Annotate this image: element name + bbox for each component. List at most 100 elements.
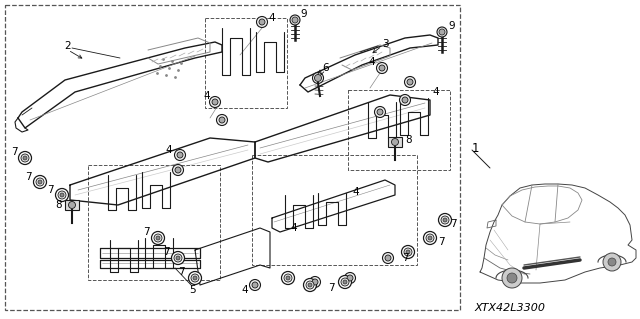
Text: 9: 9 (448, 21, 454, 31)
Circle shape (189, 271, 202, 285)
Bar (5, 5, 460, 310)
Text: 7: 7 (438, 237, 445, 247)
Text: 4: 4 (241, 285, 248, 295)
Text: 4: 4 (352, 187, 358, 197)
Circle shape (154, 234, 162, 242)
Circle shape (252, 282, 258, 288)
Circle shape (259, 19, 265, 25)
Circle shape (383, 253, 394, 263)
Text: 7: 7 (328, 283, 335, 293)
Circle shape (507, 273, 517, 283)
Circle shape (257, 17, 268, 27)
Circle shape (60, 193, 64, 197)
Circle shape (290, 15, 300, 25)
Text: 4: 4 (268, 13, 275, 23)
Text: 7: 7 (26, 172, 32, 182)
Text: 4: 4 (432, 87, 438, 97)
Text: 6: 6 (322, 63, 328, 73)
Circle shape (426, 234, 434, 242)
Circle shape (177, 152, 183, 158)
Circle shape (407, 79, 413, 85)
Circle shape (172, 251, 184, 264)
Text: 1: 1 (472, 142, 479, 154)
Circle shape (347, 275, 353, 281)
Circle shape (303, 278, 317, 292)
Circle shape (437, 27, 447, 37)
Circle shape (173, 165, 184, 175)
Bar (388, 137, 402, 147)
Circle shape (33, 175, 47, 189)
Circle shape (401, 246, 415, 258)
Circle shape (402, 97, 408, 103)
Text: 8: 8 (405, 135, 412, 145)
Circle shape (441, 216, 449, 224)
Circle shape (443, 218, 447, 222)
Circle shape (36, 178, 44, 186)
Circle shape (292, 17, 298, 23)
Circle shape (175, 167, 181, 173)
Circle shape (212, 99, 218, 105)
Circle shape (406, 250, 410, 254)
Circle shape (374, 107, 385, 117)
Circle shape (191, 274, 199, 282)
Text: 7: 7 (47, 185, 54, 195)
Circle shape (376, 63, 387, 73)
Text: 7: 7 (179, 267, 185, 277)
Circle shape (377, 109, 383, 115)
Circle shape (502, 268, 522, 288)
Circle shape (250, 279, 260, 291)
Bar (88, 165, 220, 280)
Circle shape (344, 272, 355, 284)
Text: 7: 7 (12, 147, 18, 157)
Bar (348, 90, 450, 170)
Text: 4: 4 (165, 145, 172, 155)
Circle shape (438, 213, 451, 226)
Text: 2: 2 (65, 41, 71, 51)
Circle shape (312, 72, 323, 84)
Circle shape (152, 232, 164, 244)
Circle shape (174, 254, 182, 262)
Circle shape (308, 283, 312, 287)
Circle shape (282, 271, 294, 285)
Bar (65, 200, 79, 210)
Circle shape (399, 94, 410, 106)
Circle shape (21, 154, 29, 162)
Text: 4: 4 (290, 223, 296, 233)
Circle shape (216, 115, 227, 125)
Circle shape (23, 156, 27, 160)
Circle shape (341, 278, 349, 286)
Circle shape (428, 236, 432, 240)
Circle shape (56, 189, 68, 202)
Circle shape (209, 97, 221, 108)
Circle shape (219, 117, 225, 123)
Text: 8: 8 (56, 200, 62, 210)
Text: 3: 3 (382, 39, 388, 49)
Circle shape (343, 280, 347, 284)
Text: 7: 7 (163, 247, 170, 257)
Circle shape (439, 29, 445, 35)
Circle shape (286, 276, 290, 280)
Circle shape (310, 277, 321, 287)
Circle shape (284, 274, 292, 282)
Circle shape (193, 276, 197, 280)
Circle shape (339, 276, 351, 288)
Circle shape (176, 256, 180, 260)
Circle shape (379, 65, 385, 71)
Circle shape (385, 255, 391, 261)
Text: 7: 7 (402, 253, 408, 263)
Text: 5: 5 (189, 285, 195, 295)
Bar (252, 155, 417, 265)
Text: 4: 4 (204, 91, 210, 101)
Text: 7: 7 (143, 227, 150, 237)
Circle shape (306, 281, 314, 289)
Circle shape (404, 248, 412, 256)
Text: 4: 4 (369, 57, 375, 67)
Circle shape (608, 258, 616, 266)
Bar (205, 18, 287, 108)
Circle shape (68, 202, 76, 209)
Circle shape (312, 279, 318, 285)
Circle shape (314, 75, 321, 81)
Circle shape (392, 138, 399, 145)
Text: XTX42L3300: XTX42L3300 (474, 303, 545, 313)
Circle shape (404, 77, 415, 87)
